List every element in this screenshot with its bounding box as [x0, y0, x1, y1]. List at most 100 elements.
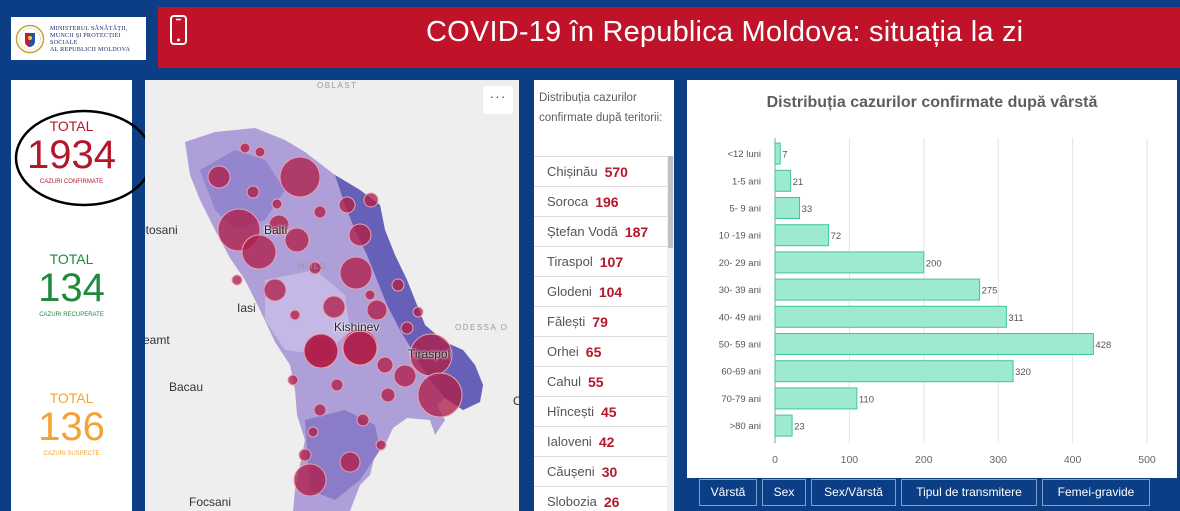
x-tick-label: 300 — [989, 454, 1007, 466]
bar — [774, 197, 801, 219]
suspected-caption: CAZURI SUSPECTE — [43, 451, 100, 457]
map-label-balti: Balti — [264, 223, 288, 237]
territory-list-title: Distribuția cazurilor confirmate după te… — [539, 92, 663, 124]
bar — [774, 387, 858, 410]
ministry-logo: MINISTERUL SĂNĂTĂȚII, MUNCII ȘI PROTECȚI… — [11, 17, 146, 60]
category-label: 60-69 ani — [721, 367, 761, 378]
bar — [774, 333, 1094, 355]
territory-item[interactable]: Căușeni 30 — [534, 456, 674, 486]
territory-name: Glodeni — [547, 284, 592, 299]
category-label: 50- 59 ani — [719, 340, 761, 351]
bar — [774, 278, 981, 301]
value-label: 428 — [1095, 340, 1111, 351]
value-label: 72 — [831, 231, 842, 242]
map-label-edge: O — [513, 394, 519, 408]
category-label: 1-5 ani — [732, 176, 761, 187]
bar — [774, 224, 830, 247]
value-label: 311 — [1008, 313, 1023, 324]
territory-item[interactable]: Glodeni 104 — [534, 276, 674, 306]
map-label-mold: MOLD — [298, 262, 328, 271]
chart-title: Distribuția cazurilor confirmate după vâ… — [766, 94, 1098, 111]
stats-panel: TOTAL 1934 CAZURI CONFIRMATE TOTAL 134 C… — [11, 80, 132, 511]
tab-tipul-de-transmitere[interactable]: Tipul de transmitere — [901, 479, 1037, 506]
value-label: 200 — [926, 258, 942, 269]
x-tick-label: 500 — [1138, 454, 1156, 466]
map-label-bacau: Bacau — [169, 380, 204, 394]
suspected-stat: TOTAL 136 CAZURI SUSPECTE — [11, 390, 132, 458]
territory-name: Căușeni — [547, 464, 595, 479]
territory-item[interactable]: Orhei 65 — [534, 336, 674, 366]
category-label: 5- 9 ani — [729, 204, 761, 215]
map-label-botosani: otosani — [145, 223, 178, 237]
bar — [774, 251, 925, 274]
territory-name: Soroca — [547, 194, 589, 209]
bar — [774, 169, 792, 192]
bar — [774, 414, 793, 437]
confirmed-caption: CAZURI CONFIRMATE — [39, 179, 104, 185]
map-label-odessa: ODESSA O — [455, 323, 509, 332]
confirmed-count: 1934 — [27, 133, 116, 177]
recovered-label: TOTAL — [49, 251, 94, 267]
tab-sex-varsta[interactable]: Sex/Vârstă — [811, 479, 896, 506]
x-tick-label: 0 — [772, 454, 778, 466]
scrollbar-thumb[interactable] — [668, 156, 673, 248]
ministry-name: MINISTERUL SĂNĂTĂȚII, MUNCII ȘI PROTECȚI… — [50, 24, 131, 53]
category-label: <12 luni — [727, 149, 761, 160]
territory-name: Ștefan Vodă — [547, 224, 618, 239]
territory-count: 65 — [585, 343, 602, 360]
territory-scrollbar[interactable] — [667, 156, 674, 511]
territory-item[interactable]: Cahul 55 — [534, 366, 674, 396]
territory-count: 55 — [587, 373, 604, 390]
territory-item[interactable]: Slobozia 26 — [534, 486, 674, 511]
territory-count: 187 — [624, 223, 649, 240]
confirmed-label: TOTAL — [49, 118, 94, 134]
value-label: 110 — [859, 394, 874, 405]
territory-item[interactable]: Tiraspol 107 — [534, 246, 674, 276]
tab-varsta[interactable]: Vârstă — [699, 479, 757, 506]
territory-item[interactable]: Ștefan Vodă 187 — [534, 216, 674, 246]
map-more-options-button[interactable]: ··· — [483, 86, 513, 114]
suspected-label: TOTAL — [49, 390, 94, 406]
tab-femei-gravide[interactable]: Femei-gravide — [1042, 479, 1150, 506]
territory-count: 42 — [598, 433, 615, 450]
territory-name: Slobozia — [547, 494, 597, 509]
page-title: COVID-19 în Republica Moldova: situația … — [426, 16, 1024, 48]
territory-name: Ialoveni — [547, 434, 592, 449]
territory-item[interactable]: Soroca 196 — [534, 186, 674, 216]
map-label-kishinev: Kishinev — [334, 320, 380, 334]
territory-list[interactable]: Chișinău 570 Soroca 196 Ștefan Vodă 187 Tirasp… — [534, 156, 674, 511]
bar — [774, 360, 1014, 383]
recovered-caption: CAZURI RECUPERATE — [39, 312, 104, 318]
case-bubbles[interactable] — [207, 142, 463, 497]
category-label: 70-79 ani — [721, 394, 761, 405]
mobile-phone-icon[interactable] — [170, 15, 187, 45]
value-label: 320 — [1015, 367, 1031, 378]
category-label: 30- 39 ani — [719, 285, 761, 296]
category-label: >80 ani — [730, 421, 761, 432]
x-tick-label: 200 — [915, 454, 933, 466]
territory-name: Hîncești — [547, 404, 594, 419]
map-label-iasi: Iasi — [237, 301, 256, 315]
map-label-tiraspol: Tiraspol — [408, 347, 451, 361]
map-label-focsani: Focsani — [189, 495, 232, 509]
territory-list-panel: Distribuția cazurilor confirmate după te… — [534, 80, 674, 511]
map-panel[interactable]: OBLAST otosani Balti MOLD Iasi Kishinev … — [145, 80, 519, 511]
value-label: 21 — [793, 177, 804, 188]
tab-sex[interactable]: Sex — [762, 479, 806, 506]
category-label: 40- 49 ani — [719, 312, 761, 323]
territory-item[interactable]: Fălești 79 — [534, 306, 674, 336]
territory-count: 45 — [600, 403, 617, 420]
territory-count: 107 — [599, 253, 624, 270]
territory-count: 196 — [595, 193, 619, 210]
x-tick-label: 100 — [841, 454, 859, 466]
territory-name: Tiraspol — [547, 254, 593, 269]
territory-item[interactable]: Hîncești 45 — [534, 396, 674, 426]
territory-item[interactable]: Chișinău 570 — [534, 156, 674, 186]
map-canvas[interactable] — [145, 80, 519, 511]
territory-item[interactable]: Ialoveni 42 — [534, 426, 674, 456]
value-label: 7 — [782, 150, 787, 161]
territory-count: 26 — [603, 493, 620, 510]
suspected-count: 136 — [38, 405, 105, 449]
confirmed-stat: TOTAL 1934 CAZURI CONFIRMATE — [11, 118, 132, 186]
recovered-count: 134 — [38, 266, 105, 310]
